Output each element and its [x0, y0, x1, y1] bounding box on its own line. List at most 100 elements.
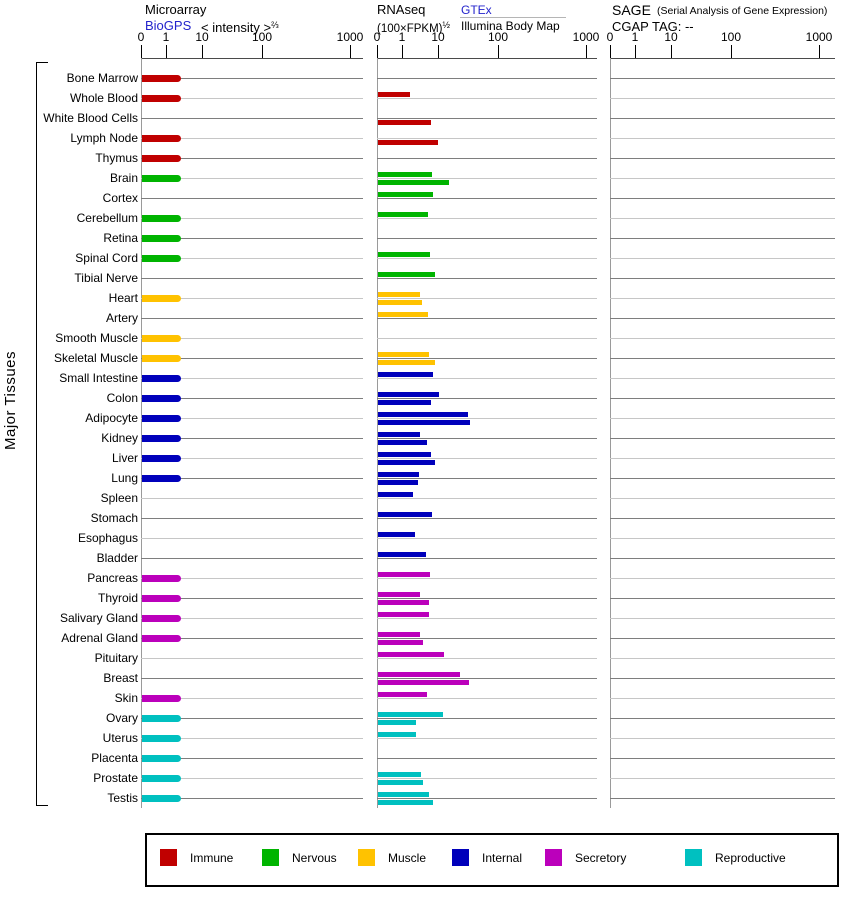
gtex-bar-breast: [378, 672, 460, 677]
tissue-label: Salivary Gland: [59, 611, 138, 625]
row-line-panel-2: [610, 618, 835, 619]
row-line-panel-1: [377, 78, 597, 79]
row-line-panel-2: [610, 438, 835, 439]
row-line-panel-2: [610, 178, 835, 179]
tissue-label: Uterus: [102, 731, 138, 745]
illumina-body-map-label: Illumina Body Map: [461, 19, 560, 33]
row-line-panel-2: [610, 658, 835, 659]
tissue-label: Kidney: [101, 431, 138, 445]
major-tissues-bracket: [36, 62, 37, 806]
row-line-panel-2: [610, 98, 835, 99]
gtex-bar-esophagus: [378, 532, 415, 537]
axis-tick-label-panel-2: 1000: [805, 30, 833, 44]
tissue-label: Testis: [107, 791, 138, 805]
row-line-panel-0: [141, 98, 363, 99]
tissue-label: Thyroid: [97, 591, 138, 605]
row-line-panel-2: [610, 578, 835, 579]
axis-tick-panel-1: [498, 45, 499, 58]
axis-tick-label-panel-0: 1000: [336, 30, 364, 44]
axis-tick-label-panel-1: 100: [487, 30, 509, 44]
sage-subtitle: (Serial Analysis of Gene Expression): [657, 5, 828, 17]
axis-tick-label-panel-2: 100: [720, 30, 742, 44]
row-line-panel-0: [141, 438, 363, 439]
row-line-panel-0: [141, 558, 363, 559]
axis-tick-label-panel-1: 0: [373, 30, 381, 44]
gtex-bar-skeletal-muscle: [378, 352, 429, 357]
axis-tick-label-panel-2: 0: [606, 30, 614, 44]
row-line-panel-0: [141, 238, 363, 239]
tissue-label: Artery: [105, 311, 138, 325]
biogps-link[interactable]: BioGPS: [145, 18, 192, 33]
row-line-panel-1: [377, 138, 597, 139]
axis-tick-label-panel-0: 100: [251, 30, 273, 44]
row-line-panel-2: [610, 318, 835, 319]
row-line-panel-2: [610, 198, 835, 199]
row-line-panel-1: [377, 578, 597, 579]
axis-baseline-panel-0: [141, 58, 363, 59]
gtex-bar-whole-blood: [378, 92, 410, 97]
tissue-label: Skeletal Muscle: [53, 351, 138, 365]
row-line-panel-0: [141, 338, 363, 339]
row-line-panel-2: [610, 338, 835, 339]
legend-label-immune: Immune: [190, 851, 234, 865]
microarray-bar-liver: [142, 455, 181, 462]
row-line-panel-0: [141, 478, 363, 479]
axis-tick-panel-0: [262, 45, 263, 58]
row-line-panel-0: [141, 398, 363, 399]
tissue-label: Spleen: [100, 491, 138, 505]
row-line-panel-0: [141, 518, 363, 519]
microarray-bar-adrenal-gland: [142, 635, 181, 642]
row-line-panel-0: [141, 538, 363, 539]
illumina-bar-skeletal-muscle: [378, 360, 435, 365]
axis-zero-line-panel-0: [141, 58, 142, 808]
tissue-label: White Blood Cells: [43, 111, 138, 125]
microarray-bar-lung: [142, 475, 181, 482]
illumina-bar-lymph-node: [378, 140, 438, 145]
gtex-link[interactable]: GTEx: [461, 3, 492, 17]
illumina-bar-breast: [378, 680, 469, 685]
axis-tick-panel-1: [438, 45, 439, 58]
axis-tick-label-panel-0: 10: [195, 30, 209, 44]
tissue-label: Tibial Nerve: [74, 271, 138, 285]
axis-tick-panel-0: [350, 45, 351, 58]
microarray-bar-kidney: [142, 435, 181, 442]
tissue-label: Small Intestine: [59, 371, 138, 385]
sage-panel-title: SAGE: [612, 2, 651, 18]
legend-label-nervous: Nervous: [292, 851, 337, 865]
row-line-panel-1: [377, 558, 597, 559]
gtex-bar-brain: [378, 172, 432, 177]
axis-tick-panel-1: [402, 45, 403, 58]
microarray-bar-salivary-gland: [142, 615, 181, 622]
row-line-panel-1: [377, 718, 597, 719]
legend-label-internal: Internal: [482, 851, 523, 865]
row-line-panel-2: [610, 718, 835, 719]
row-line-panel-2: [610, 278, 835, 279]
illumina-bar-brain: [378, 180, 449, 185]
axis-tick-panel-0: [166, 45, 167, 58]
microarray-bar-lymph-node: [142, 135, 181, 142]
illumina-bar-white-blood-cells: [378, 120, 431, 125]
row-line-panel-1: [377, 798, 597, 799]
row-line-panel-0: [141, 658, 363, 659]
row-line-panel-2: [610, 758, 835, 759]
microarray-bar-brain: [142, 175, 181, 182]
row-line-panel-2: [610, 518, 835, 519]
axis-tick-panel-2: [731, 45, 732, 58]
tissue-label: Esophagus: [77, 531, 138, 545]
gtex-bar-cortex: [378, 192, 433, 197]
microarray-bar-prostate: [142, 775, 181, 782]
row-line-panel-1: [377, 358, 597, 359]
row-line-panel-0: [141, 778, 363, 779]
microarray-axis-label: < intensity >⅔: [201, 20, 279, 35]
gtex-bar-testis: [378, 792, 429, 797]
tissue-label: Lung: [111, 471, 138, 485]
axis-tick-panel-1: [377, 45, 378, 58]
gtex-bar-bladder: [378, 552, 426, 557]
row-line-panel-2: [610, 298, 835, 299]
axis-tick-label-panel-1: 1000: [572, 30, 600, 44]
microarray-bar-whole-blood: [142, 95, 181, 102]
illumina-bar-colon: [378, 400, 431, 405]
row-line-panel-1: [377, 378, 597, 379]
axis-tick-label-panel-2: 1: [631, 30, 639, 44]
